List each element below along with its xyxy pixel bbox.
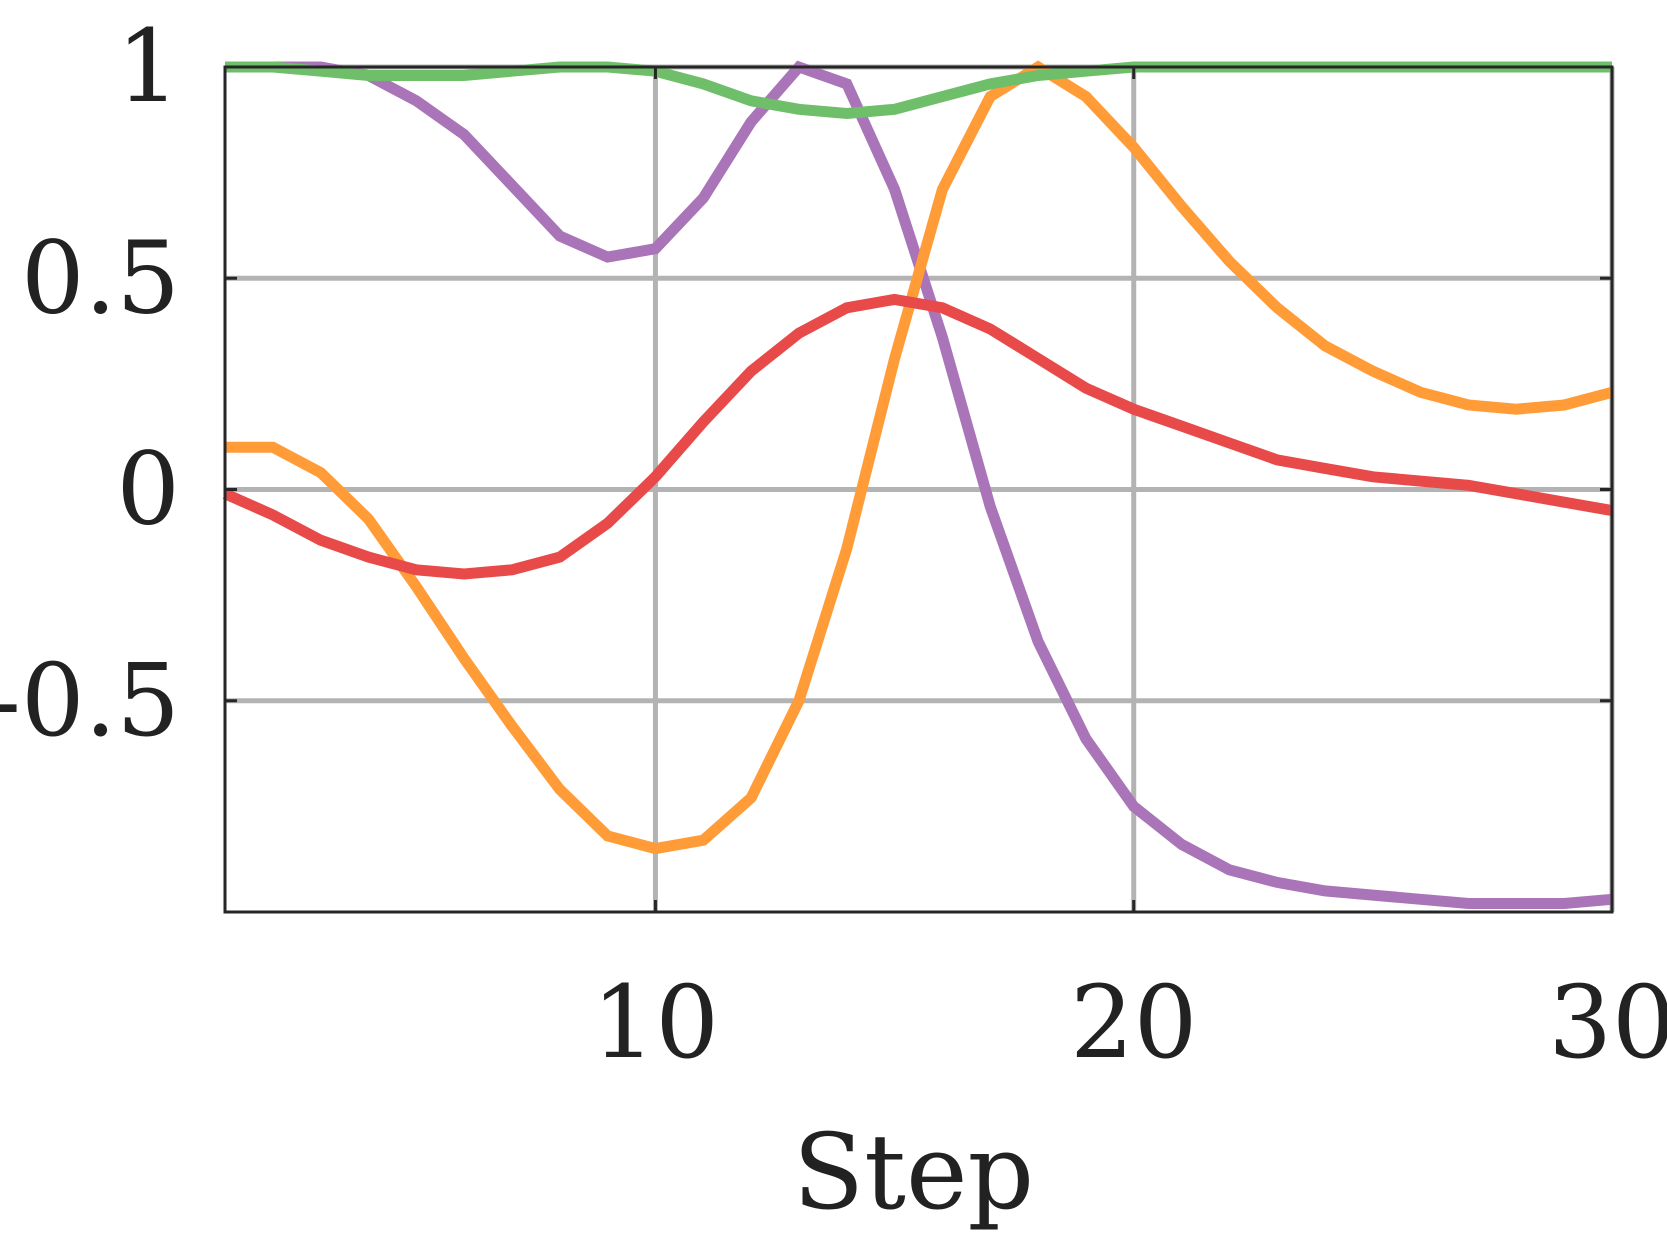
y-tick-label: -0.5 xyxy=(0,642,180,759)
x-axis-ticks: 10 20 30 xyxy=(592,67,1667,1081)
series-line-1 xyxy=(225,60,1613,909)
y-tick-label: 0 xyxy=(116,431,180,548)
x-tick-label: 20 xyxy=(1070,964,1197,1081)
series-line-3 xyxy=(222,293,1613,580)
series-line-2 xyxy=(225,60,1614,855)
y-axis-ticks: -0.5 0 0.5 1 xyxy=(0,8,1612,759)
y-tick-label: 1 xyxy=(116,8,180,125)
x-tick-label: 30 xyxy=(1548,964,1667,1081)
grid-lines xyxy=(225,64,1615,912)
series-lines xyxy=(222,60,1614,909)
x-tick-label: 10 xyxy=(592,964,719,1081)
y-tick-label: 0.5 xyxy=(21,219,180,336)
x-axis-title: Step xyxy=(793,1111,1034,1233)
